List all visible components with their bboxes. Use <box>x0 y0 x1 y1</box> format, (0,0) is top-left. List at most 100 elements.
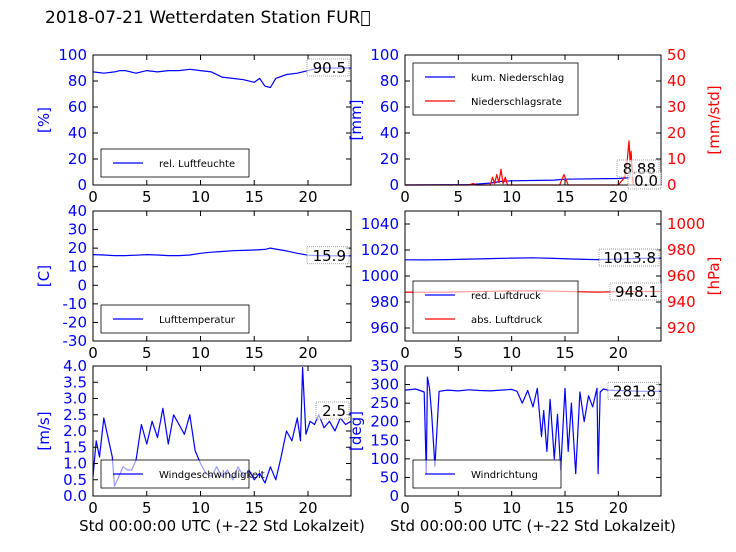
y-tick-label: 980 <box>370 293 399 311</box>
last-value-label-right: 948.1 <box>615 283 658 301</box>
legend-entry: abs. Luftdruck <box>471 315 542 326</box>
x-tick-label: 0 <box>400 499 410 517</box>
x-tick-label: 0 <box>400 344 410 362</box>
x-tick-label: 10 <box>502 499 521 517</box>
y-tick-label: 150 <box>370 431 399 449</box>
x-tick-label: 10 <box>502 188 521 206</box>
y-tick-label: -10 <box>63 295 88 313</box>
y-tick-label: 1040 <box>361 215 399 233</box>
y-tick-label: 10 <box>68 258 87 276</box>
y-axis-label: [m/s] <box>35 411 53 450</box>
x-tick-label: 0 <box>400 188 410 206</box>
y-axis-label: [deg] <box>347 411 365 451</box>
x-tick-label: 5 <box>454 188 464 206</box>
y-tick-label: 80 <box>68 72 87 90</box>
y-tick-label: 20 <box>380 150 399 168</box>
x-tick-label: 5 <box>142 344 152 362</box>
y-tick-label: 0 <box>389 487 399 505</box>
plot-frame <box>404 54 662 186</box>
y-tick-label: 960 <box>370 319 399 337</box>
x-tick-label: 5 <box>142 499 152 517</box>
x-tick-label: 20 <box>609 188 628 206</box>
y-tick-label: 200 <box>370 413 399 431</box>
y-tick-label: 40 <box>68 124 87 142</box>
y-tick-label: 1.0 <box>63 455 87 473</box>
y-tick-label: 20 <box>68 150 87 168</box>
legend-entry: Niederschlagsrate <box>471 97 562 108</box>
x-tick-label: 20 <box>609 344 628 362</box>
legend-entry: Lufttemperatur <box>159 315 236 326</box>
series-line-2-1 <box>404 173 632 186</box>
x-tick-label: 15 <box>555 344 574 362</box>
y-tick-label: 3.5 <box>63 373 87 391</box>
y-tick-label: 0.0 <box>63 487 87 505</box>
plot-frame <box>404 365 662 497</box>
y-axis-label: [C] <box>35 265 53 287</box>
legend-box <box>412 280 579 334</box>
x-tick-label: 10 <box>502 344 521 362</box>
last-value-label: 2.5 <box>322 402 346 420</box>
y-tick-label: 0 <box>389 176 399 194</box>
last-value-label-box <box>306 246 350 265</box>
y-axis-label: [%] <box>35 107 53 133</box>
x-tick-label: 15 <box>555 188 574 206</box>
x-tick-label: 0 <box>88 188 98 206</box>
figure-title: 2018-07-21 Wetterdaten Station FUR  <box>45 8 371 28</box>
last-value-label-right-box <box>627 171 662 190</box>
legend-entry: Windgeschwindigkeit <box>159 470 265 481</box>
y-tick-label-right: 40 <box>667 72 686 90</box>
last-value-label: 90.5 <box>313 59 346 77</box>
chart-panel-2: 0 5 10 15 20 0 20 40 60 80 100 0 10 20 30 40 50 [mm] [mm/s… <box>347 46 723 206</box>
last-value-label-right: 0.0 <box>634 172 658 190</box>
y-tick-label: 40 <box>68 202 87 220</box>
y-tick-label: 60 <box>380 98 399 116</box>
y-tick-label-right: 960 <box>667 267 696 285</box>
legend-entry: rel. Luftfeuchte <box>159 159 235 170</box>
y-tick-label: 100 <box>370 46 399 64</box>
y-tick-label: 350 <box>370 357 399 375</box>
x-tick-label: 0 <box>88 499 98 517</box>
legend-entry: red. Luftdruck <box>471 291 541 302</box>
chart-panel-4: 0 5 10 15 20 960 980 1000 1020 1040 920 940 960 980 10… <box>361 210 723 362</box>
y-tick-label: -30 <box>63 332 88 350</box>
y-tick-label: 3.0 <box>63 390 87 408</box>
y-tick-label-right: 920 <box>667 319 696 337</box>
y-axis-label-right: [hPa] <box>705 257 723 296</box>
chart-panel-1: 0 5 10 15 20 0 20 40 60 80 100 [%] 90.5 rel. Luftfeuc… <box>35 46 352 206</box>
y-tick-label: 20 <box>68 239 87 257</box>
x-tick-label: 10 <box>191 499 210 517</box>
y-tick-label: 1020 <box>361 241 399 259</box>
y-tick-label: 0 <box>77 276 87 294</box>
x-tick-label: 20 <box>298 499 317 517</box>
series-line-6-1 <box>404 376 661 475</box>
x-tick-label: 5 <box>142 188 152 206</box>
y-axis-label-right: [mm/std] <box>705 85 723 154</box>
y-tick-label-right: 50 <box>667 46 686 64</box>
x-tick-label: 5 <box>454 499 464 517</box>
y-tick-label-right: 940 <box>667 293 696 311</box>
x-tick-label: 20 <box>298 188 317 206</box>
x-tick-label: 5 <box>454 344 464 362</box>
y-tick-label-right: 20 <box>667 124 686 142</box>
y-tick-label: 40 <box>380 124 399 142</box>
y-tick-label: 4.0 <box>63 357 87 375</box>
y-tick-label: 0.5 <box>63 471 87 489</box>
y-tick-label: 2.0 <box>63 422 87 440</box>
chart-panel-3: 0 5 10 15 20-30-20-10010203040[C]15.9Lufttem… <box>35 202 352 362</box>
x-tick-label: 10 <box>191 188 210 206</box>
legend-box <box>412 62 579 116</box>
y-tick-label: 30 <box>68 221 87 239</box>
y-tick-label-right: 1000 <box>667 215 705 233</box>
y-tick-label: 1000 <box>361 267 399 285</box>
x-tick-label: 15 <box>555 499 574 517</box>
legend-box <box>100 459 250 489</box>
x-axis-label: Std 00:00:00 UTC (+-22 Std Lokalzeit) <box>79 517 365 535</box>
y-tick-label: -20 <box>63 313 88 331</box>
y-tick-label: 100 <box>370 450 399 468</box>
y-tick-label-right: 0 <box>667 176 677 194</box>
y-tick-label: 300 <box>370 376 399 394</box>
series-line-3-1 <box>92 247 351 257</box>
last-value-label-box <box>598 248 660 267</box>
